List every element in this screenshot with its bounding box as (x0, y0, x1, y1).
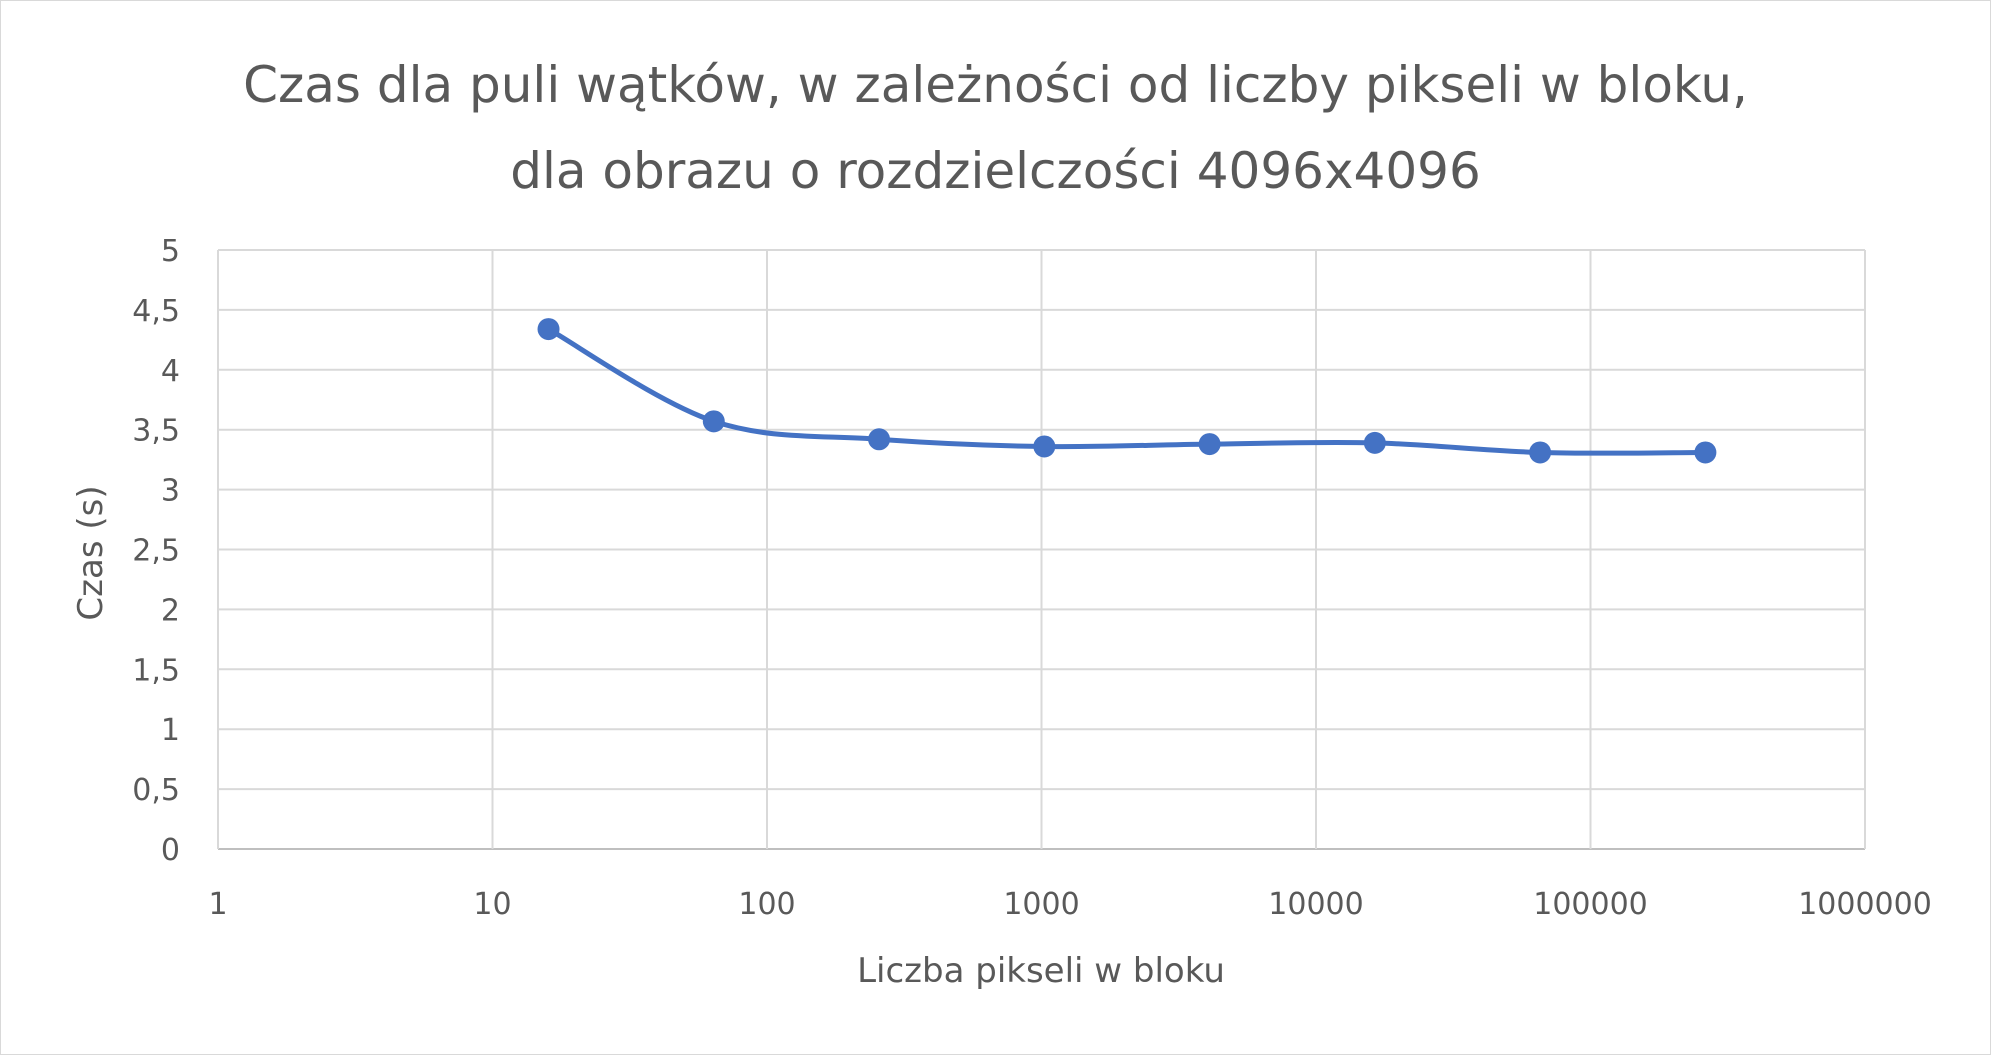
y-tick-label: 2 (161, 593, 180, 628)
data-point (1033, 435, 1056, 458)
data-point (537, 318, 560, 341)
x-tick-label: 1000000 (1798, 887, 1932, 922)
data-point (702, 410, 725, 433)
y-tick-label: 0 (161, 833, 180, 868)
y-axis-title: Czas (s) (71, 485, 111, 620)
y-axis-tick-labels: 0 0,5 1 1,5 2 2,5 3 3,5 4 4,5 5 (132, 234, 180, 868)
chart-title: Czas dla puli wątków, w zależności od li… (0, 42, 1991, 214)
x-axis-title: Liczba pikseli w bloku (857, 951, 1225, 991)
data-point (1363, 431, 1386, 454)
y-tick-label: 3,5 (132, 414, 180, 449)
y-tick-label: 5 (161, 234, 180, 269)
series-line (546, 326, 1708, 456)
y-tick-label: 0,5 (132, 773, 180, 808)
x-tick-label: 10000 (1268, 887, 1363, 922)
chart-title-line-2: dla obrazu o rozdzielczości 4096x4096 (510, 142, 1481, 200)
series (537, 318, 1717, 464)
y-tick-label: 1 (161, 713, 180, 748)
data-point (1529, 441, 1552, 464)
x-axis-tick-labels: 1 10 100 1000 10000 100000 1000000 (208, 887, 1931, 922)
data-point (1198, 433, 1221, 456)
gridlines (217, 249, 1866, 850)
x-tick-label: 100 (738, 887, 795, 922)
chart-title-line-1: Czas dla puli wątków, w zależności od li… (243, 56, 1748, 114)
data-point (868, 428, 891, 451)
x-tick-label: 10 (473, 887, 511, 922)
y-tick-label: 3 (161, 474, 180, 509)
x-tick-label: 1000 (1003, 887, 1079, 922)
y-tick-label: 2,5 (132, 534, 180, 569)
x-tick-label: 1 (208, 887, 227, 922)
y-tick-label: 4 (161, 354, 180, 389)
y-tick-label: 4,5 (132, 294, 180, 329)
x-tick-label: 100000 (1533, 887, 1648, 922)
data-point (1694, 441, 1717, 464)
y-tick-label: 1,5 (132, 653, 180, 688)
